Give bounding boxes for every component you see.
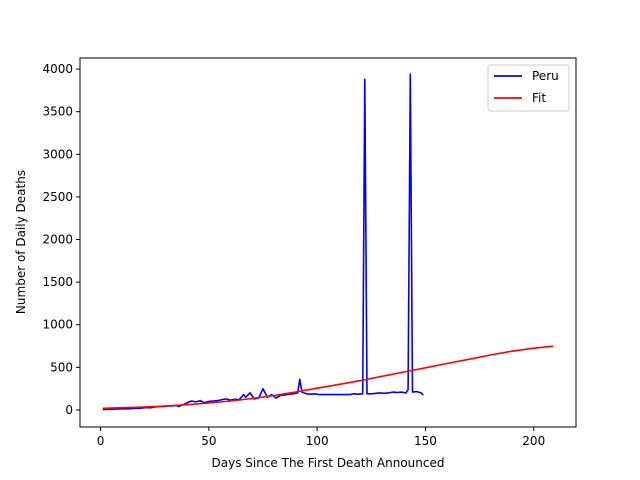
y-tick-label: 500: [50, 360, 73, 374]
y-tick-label: 1000: [42, 318, 73, 332]
x-tick-label: 0: [97, 434, 105, 448]
y-axis: 0 500 1000 1500 2000 2500 3000 3500 4000: [42, 62, 80, 417]
y-tick-label: 1500: [42, 275, 73, 289]
x-tick-label: 100: [306, 434, 329, 448]
y-tick-label: 3000: [42, 147, 73, 161]
series-line-fit: [102, 345, 554, 410]
legend-label-fit: Fit: [532, 91, 546, 105]
x-axis: 0 50 100 150 200: [97, 427, 545, 448]
x-axis-label: Days Since The First Death Announced: [212, 456, 445, 470]
y-tick-label: 3500: [42, 105, 73, 119]
legend: Peru Fit: [487, 64, 570, 112]
x-tick-label: 150: [414, 434, 437, 448]
y-tick-label: 4000: [42, 62, 73, 76]
y-tick-label: 0: [65, 403, 73, 417]
y-axis-label: Number of Daily Deaths: [14, 170, 28, 314]
x-tick-label: 200: [522, 434, 545, 448]
x-tick-label: 50: [201, 434, 216, 448]
y-tick-label: 2500: [42, 190, 73, 204]
legend-label-peru: Peru: [532, 69, 559, 83]
plot-frame: [79, 57, 577, 428]
y-tick-label: 2000: [42, 233, 73, 247]
series-layer: [102, 73, 554, 411]
